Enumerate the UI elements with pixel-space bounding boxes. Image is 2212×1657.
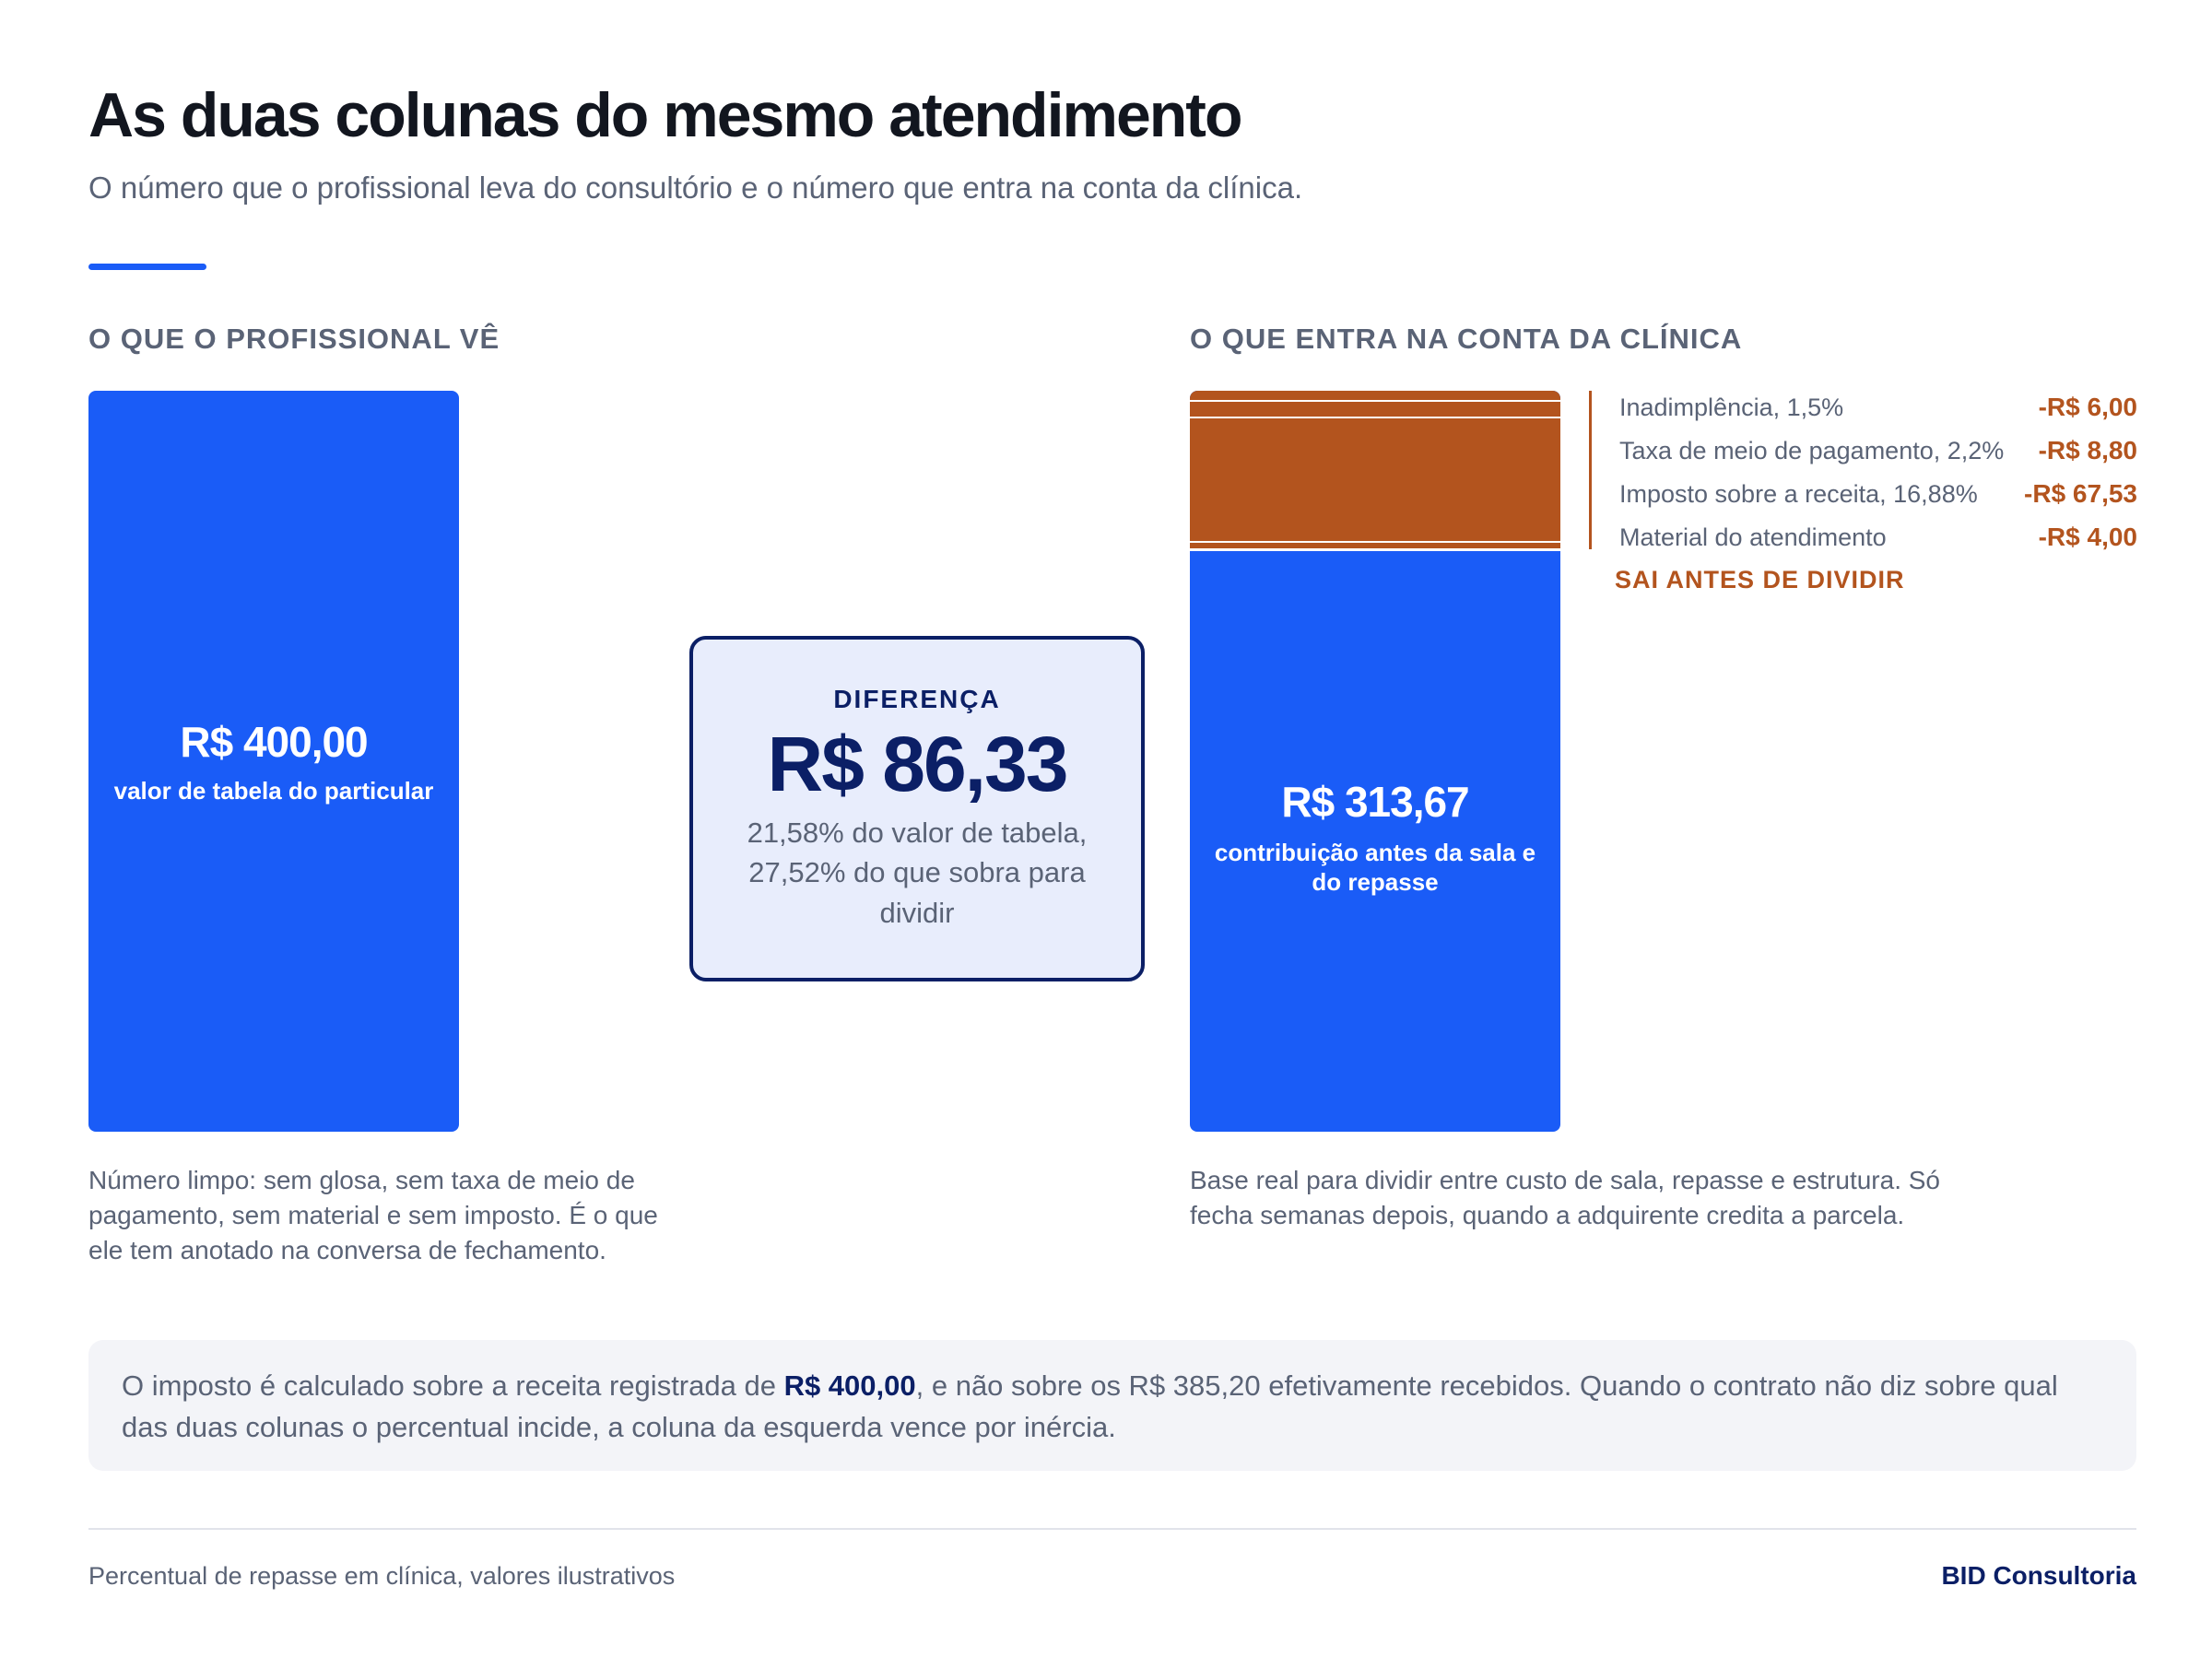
deduction-segment	[1190, 543, 1560, 551]
footer-divider	[88, 1528, 2136, 1530]
right-note: Base real para dividir entre custo de sa…	[1190, 1166, 1940, 1229]
callout-suffix: , e não sobre os R$ 385,20 efetivamente …	[122, 1369, 2058, 1443]
base-value-label: R$ 313,67	[1281, 777, 1469, 826]
callout-prefix: O imposto é calculado sobre a receita re…	[122, 1369, 784, 1402]
deduction-segment	[1190, 391, 1560, 403]
tax-callout: O imposto é calculado sobre a receita re…	[88, 1340, 2136, 1471]
footer-brand: BID Consultoria	[1941, 1561, 2136, 1590]
deductions-bracket	[1589, 391, 1592, 549]
deduction-amount: -R$ 6,00	[2038, 393, 2137, 421]
deduction-row: Taxa de meio de pagamento, 2,2% -R$ 8,80	[1619, 432, 2137, 469]
clinic-stacked-bar: R$ 313,67 contribuição antes da sala e d…	[1190, 391, 1560, 1132]
footer-source: Percentual de repasse em clínica, valore…	[88, 1562, 676, 1590]
deduction-amount: -R$ 8,80	[2038, 436, 2137, 464]
difference-note: 21,58% do valor de tabela, 27,52% do que…	[747, 816, 1088, 929]
deduction-name: Material do atendimento	[1619, 523, 1887, 551]
deduction-amount: -R$ 67,53	[2024, 479, 2137, 508]
deduction-row: Inadimplência, 1,5% -R$ 6,00	[1619, 389, 2137, 426]
difference-card: DIFERENÇA R$ 86,33 21,58% do valor de ta…	[689, 636, 1145, 981]
difference-value: R$ 86,33	[767, 720, 1069, 807]
deductions-tag: SAI ANTES DE DIVIDIR	[1615, 566, 1905, 593]
deduction-name: Taxa de meio de pagamento, 2,2%	[1619, 436, 2005, 464]
table-value-bar: R$ 400,00 valor de tabela do particular	[88, 391, 459, 1132]
accent-rule	[88, 264, 206, 270]
left-note: Número limpo: sem glosa, sem taxa de mei…	[88, 1166, 658, 1264]
page-title: As duas colunas do mesmo atendimento	[88, 80, 1242, 150]
deduction-row: Imposto sobre a receita, 16,88% -R$ 67,53	[1619, 476, 2137, 512]
page-subtitle: O número que o profissional leva do cons…	[88, 170, 1303, 205]
table-value-caption: valor de tabela do particular	[113, 776, 434, 805]
deduction-name: Imposto sobre a receita, 16,88%	[1619, 479, 1978, 508]
deduction-name: Inadimplência, 1,5%	[1619, 393, 1844, 421]
callout-highlight: R$ 400,00	[783, 1369, 916, 1402]
right-column-heading: O QUE ENTRA NA CONTA DA CLÍNICA	[1190, 323, 1743, 355]
base-segment-labels: R$ 313,67 contribuição antes da sala e d…	[1190, 777, 1560, 898]
difference-label: DIFERENÇA	[833, 684, 1001, 713]
table-value-label: R$ 400,00	[180, 717, 368, 766]
left-column-heading: O QUE O PROFISSIONAL VÊ	[88, 323, 500, 355]
deduction-segment	[1190, 417, 1560, 544]
base-value-caption: contribuição antes da sala e do repasse	[1214, 838, 1536, 897]
deduction-amount: -R$ 4,00	[2038, 523, 2137, 551]
deduction-segment	[1190, 402, 1560, 418]
deduction-row: Material do atendimento -R$ 4,00	[1619, 519, 2137, 556]
